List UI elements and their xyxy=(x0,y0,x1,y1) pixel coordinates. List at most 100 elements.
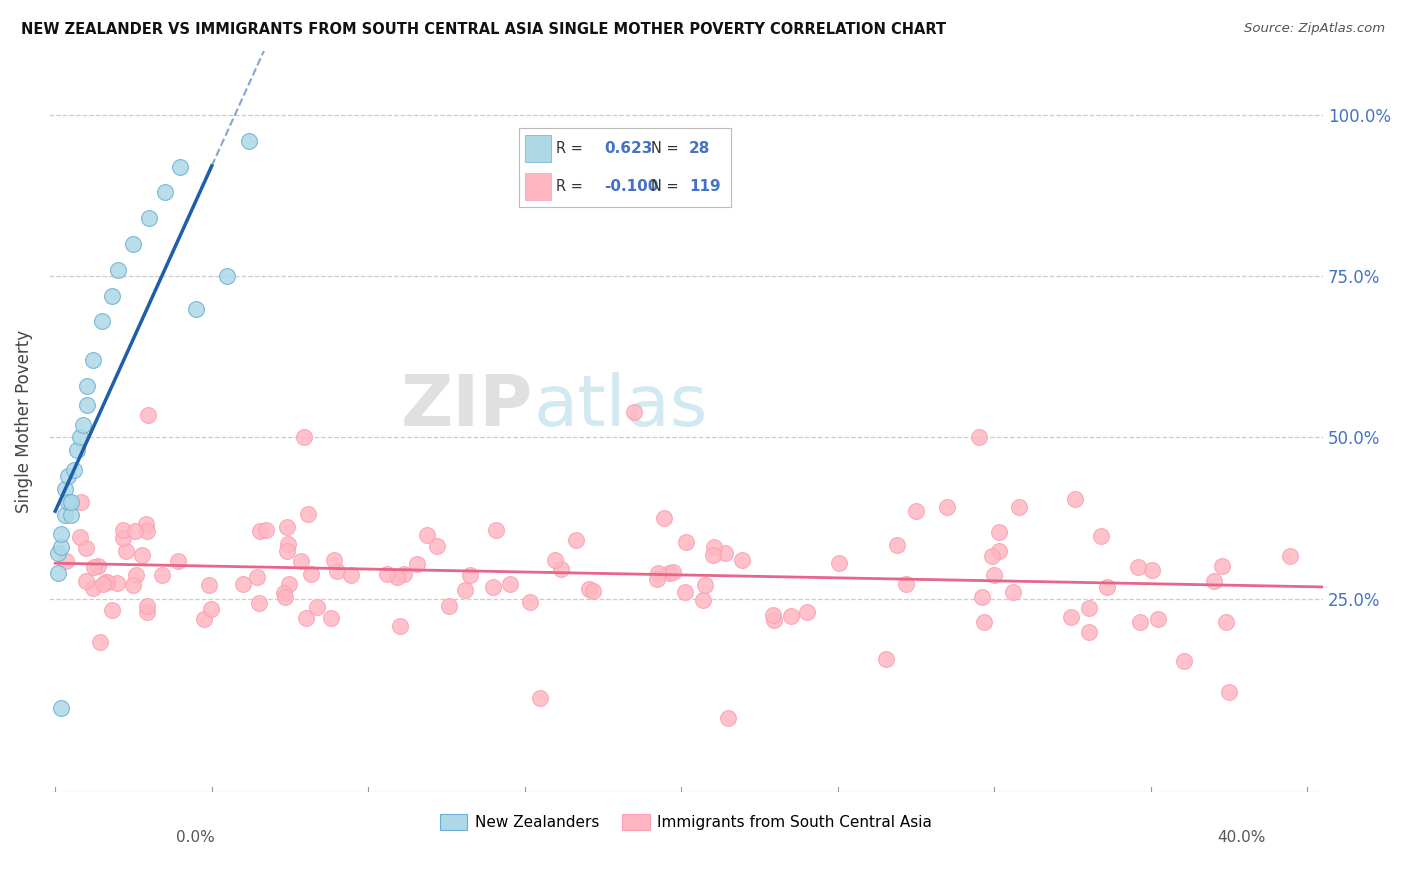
Point xyxy=(124,524,146,538)
Point xyxy=(167,554,190,568)
Text: 119: 119 xyxy=(689,178,721,194)
Text: NEW ZEALANDER VS IMMIGRANTS FROM SOUTH CENTRAL ASIA SINGLE MOTHER POVERTY CORREL: NEW ZEALANDER VS IMMIGRANTS FROM SOUTH C… xyxy=(21,22,946,37)
Y-axis label: Single Mother Poverty: Single Mother Poverty xyxy=(15,330,32,513)
Point xyxy=(150,568,173,582)
Point xyxy=(138,408,160,422)
Point xyxy=(198,578,221,592)
Point xyxy=(247,596,270,610)
Point xyxy=(482,580,505,594)
Point xyxy=(484,523,506,537)
Point xyxy=(135,599,157,613)
Point xyxy=(254,523,277,537)
Point xyxy=(454,582,477,597)
Point xyxy=(388,619,411,633)
Point xyxy=(762,614,785,628)
Point xyxy=(323,552,346,566)
Point xyxy=(647,566,669,581)
Point xyxy=(416,527,439,541)
Point xyxy=(290,554,312,568)
Point xyxy=(48,546,70,560)
Point xyxy=(277,537,299,551)
Point xyxy=(136,605,159,619)
Point xyxy=(1128,560,1150,574)
Point xyxy=(645,573,668,587)
Point xyxy=(51,701,73,715)
Point xyxy=(652,511,675,525)
Legend: New Zealanders, Immigrants from South Central Asia: New Zealanders, Immigrants from South Ce… xyxy=(433,808,938,836)
Point xyxy=(973,615,995,630)
Point xyxy=(406,558,429,572)
Point xyxy=(63,463,86,477)
Point xyxy=(565,533,588,548)
Point xyxy=(69,495,91,509)
Point xyxy=(232,576,254,591)
Point xyxy=(246,569,269,583)
Point xyxy=(276,543,298,558)
Point xyxy=(48,566,70,580)
Point xyxy=(249,524,271,539)
Point xyxy=(325,564,347,578)
Point xyxy=(377,567,399,582)
Point xyxy=(1090,529,1112,543)
Point xyxy=(582,583,605,598)
Text: N =: N = xyxy=(651,141,683,156)
Point xyxy=(392,566,415,581)
Point xyxy=(717,711,740,725)
Point xyxy=(499,576,522,591)
Point xyxy=(66,443,89,458)
Point xyxy=(544,553,567,567)
Point xyxy=(53,482,76,496)
Point xyxy=(321,611,343,625)
Point xyxy=(886,538,908,552)
Point xyxy=(983,567,1005,582)
Point xyxy=(426,540,449,554)
Point xyxy=(714,546,737,560)
Point xyxy=(297,507,319,521)
Point xyxy=(169,160,191,174)
Point xyxy=(780,609,803,624)
Point xyxy=(1173,654,1195,668)
Point xyxy=(550,562,572,576)
Point xyxy=(1204,574,1226,588)
Text: 28: 28 xyxy=(689,141,710,156)
Text: Source: ZipAtlas.com: Source: ZipAtlas.com xyxy=(1244,22,1385,36)
Point xyxy=(1278,549,1301,564)
Text: R =: R = xyxy=(557,178,588,194)
Point xyxy=(578,582,600,597)
Point xyxy=(100,288,122,302)
Point xyxy=(193,612,215,626)
Point xyxy=(1078,600,1101,615)
Point xyxy=(112,531,135,545)
Point xyxy=(675,534,697,549)
Point xyxy=(695,578,717,592)
Point xyxy=(278,577,301,591)
Point xyxy=(112,523,135,537)
Point xyxy=(273,586,295,600)
Point xyxy=(276,520,298,534)
Point xyxy=(623,404,645,418)
Point xyxy=(295,611,318,625)
Point xyxy=(658,566,681,581)
Point xyxy=(1060,609,1083,624)
Point xyxy=(105,576,128,591)
Point xyxy=(1008,500,1031,514)
Point xyxy=(87,558,110,573)
Point xyxy=(896,577,918,591)
Point xyxy=(200,602,222,616)
Point xyxy=(184,301,207,316)
Point xyxy=(1218,685,1240,699)
Point xyxy=(988,525,1011,540)
Point xyxy=(238,134,260,148)
FancyBboxPatch shape xyxy=(526,135,551,161)
Point xyxy=(138,211,160,226)
Point xyxy=(75,541,97,556)
Point xyxy=(51,540,73,554)
Point xyxy=(274,590,297,604)
Point xyxy=(1211,559,1233,574)
Point xyxy=(875,652,897,666)
Point xyxy=(519,595,541,609)
Point xyxy=(53,508,76,522)
Point xyxy=(82,353,104,368)
Point xyxy=(437,599,460,613)
Point xyxy=(217,269,239,284)
